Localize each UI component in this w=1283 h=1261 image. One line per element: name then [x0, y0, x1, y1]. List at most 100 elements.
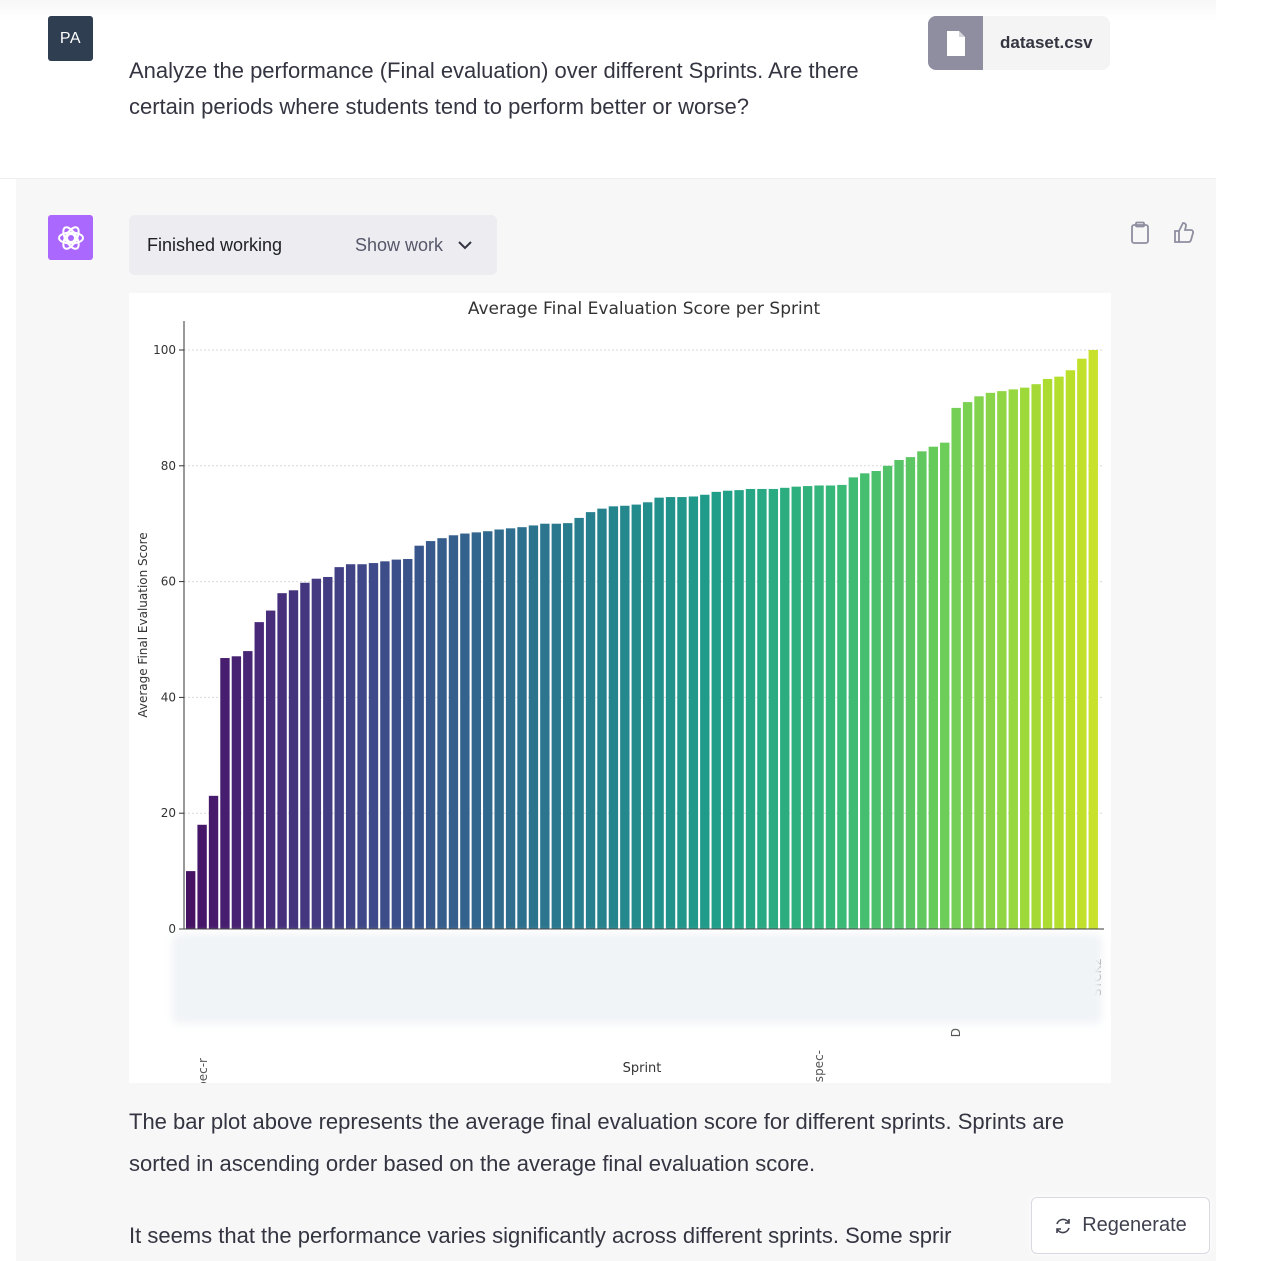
bar [1065, 370, 1076, 929]
bar [254, 622, 264, 929]
bar [825, 485, 836, 929]
message-actions [1128, 219, 1196, 247]
bar [220, 658, 230, 929]
bar [688, 496, 699, 929]
blurred-tick-labels [172, 934, 1102, 1024]
bar [643, 502, 653, 929]
bar [425, 541, 436, 929]
bar [517, 527, 527, 929]
work-status-text: Finished working [147, 234, 283, 255]
bar [814, 485, 824, 929]
bar [848, 477, 859, 929]
user-message-text: Analyze the performance (Final evaluatio… [129, 58, 859, 119]
bar [1077, 358, 1087, 929]
bar [231, 656, 242, 929]
show-work-button[interactable]: Show work [355, 235, 473, 256]
bar [540, 523, 550, 929]
bar [940, 442, 950, 929]
regenerate-button[interactable]: Regenerate [1031, 1197, 1210, 1254]
chart-svg: Average Final Evaluation Score per Sprin… [136, 299, 1104, 1083]
bar [608, 506, 619, 929]
bar [345, 564, 356, 929]
bar-chart: Average Final Evaluation Score per Sprin… [129, 293, 1111, 1083]
bar [882, 465, 893, 929]
y-tick-label: 80 [161, 459, 176, 473]
bar [997, 391, 1007, 929]
bar [265, 610, 276, 929]
assistant-paragraph-partial: It seems that the performance varies sig… [129, 1223, 952, 1248]
bar [243, 651, 253, 929]
bar [757, 488, 767, 929]
bar [871, 471, 881, 929]
bar [551, 523, 561, 929]
y-tick-label: 60 [161, 575, 176, 589]
bar [654, 497, 664, 929]
bar [1042, 378, 1053, 929]
file-icon [928, 16, 983, 70]
bar [620, 505, 630, 929]
y-tick-label: 100 [153, 343, 176, 357]
bar [791, 486, 801, 929]
bar [734, 490, 744, 929]
bar [357, 564, 367, 929]
bar [837, 484, 847, 929]
bar [448, 535, 459, 929]
bar [414, 545, 424, 929]
bar [208, 795, 219, 929]
bar [186, 871, 196, 929]
y-axis-label: Average Final Evaluation Score [136, 532, 150, 717]
bar [391, 559, 402, 929]
bar [768, 488, 779, 929]
chart-title: Average Final Evaluation Score per Sprin… [468, 299, 821, 319]
attachment-filename: dataset.csv [1000, 33, 1093, 52]
regenerate-label: Regenerate [1082, 1214, 1187, 1236]
bar [665, 497, 676, 929]
bar [860, 473, 870, 929]
bar [677, 497, 687, 929]
thumbs-up-icon[interactable] [1172, 219, 1196, 247]
bar [951, 407, 961, 929]
bar [1031, 384, 1041, 929]
copy-icon[interactable] [1128, 219, 1152, 247]
bar [494, 529, 504, 929]
x-tick-label: spec- [812, 1050, 826, 1082]
x-axis-label: Sprint [623, 1061, 662, 1076]
x-tick-label: spec-r [196, 1058, 210, 1083]
bar [700, 494, 710, 929]
bar [985, 392, 996, 929]
assistant-paragraph: The bar plot above represents the averag… [129, 1109, 1065, 1176]
bar [311, 578, 322, 929]
bar [334, 567, 344, 929]
bar [288, 590, 299, 929]
bar [1088, 350, 1098, 929]
bar [780, 487, 790, 929]
bar [928, 446, 938, 929]
bar [574, 517, 584, 929]
bar [1020, 387, 1030, 929]
bar [323, 576, 333, 929]
bar [802, 486, 813, 929]
bar [894, 460, 904, 929]
bar [917, 451, 927, 929]
bar [711, 491, 721, 929]
attachment-chip[interactable]: dataset.csv [928, 16, 1110, 70]
refresh-icon [1056, 1218, 1071, 1233]
y-tick-label: 20 [161, 806, 176, 820]
bar [722, 490, 733, 929]
bar [300, 582, 310, 929]
bar [277, 593, 287, 929]
bar [368, 563, 379, 929]
openai-logo-icon [48, 215, 93, 260]
y-tick-label: 40 [161, 690, 176, 704]
bar [403, 559, 413, 929]
x-tick-label: D [949, 1028, 963, 1037]
show-work-label: Show work [355, 234, 444, 255]
bar [585, 512, 596, 929]
bar [631, 504, 641, 929]
bar [1008, 389, 1018, 929]
bar [974, 396, 984, 929]
bar [437, 538, 447, 929]
bar [1054, 376, 1064, 929]
bar [460, 533, 470, 929]
bar [471, 532, 481, 929]
